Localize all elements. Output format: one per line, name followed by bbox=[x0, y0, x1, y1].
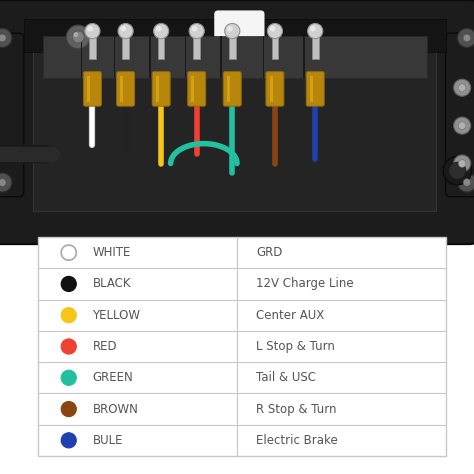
Circle shape bbox=[267, 23, 283, 39]
Circle shape bbox=[0, 179, 6, 186]
FancyBboxPatch shape bbox=[0, 33, 24, 197]
Text: L Stop & Turn: L Stop & Turn bbox=[256, 340, 335, 353]
Circle shape bbox=[87, 26, 93, 31]
FancyBboxPatch shape bbox=[0, 0, 474, 244]
Circle shape bbox=[310, 26, 316, 31]
Bar bbox=[270, 76, 273, 102]
Bar bbox=[312, 33, 319, 60]
Bar bbox=[89, 33, 96, 60]
Circle shape bbox=[61, 308, 76, 323]
Circle shape bbox=[308, 23, 323, 39]
FancyBboxPatch shape bbox=[306, 72, 324, 106]
Circle shape bbox=[61, 370, 76, 385]
Circle shape bbox=[457, 28, 474, 47]
Bar bbox=[185, 36, 186, 78]
Circle shape bbox=[85, 23, 100, 39]
FancyBboxPatch shape bbox=[266, 72, 284, 106]
Bar bbox=[156, 76, 159, 102]
Circle shape bbox=[61, 401, 76, 417]
Bar bbox=[33, 28, 436, 211]
Text: YELLOW: YELLOW bbox=[92, 309, 140, 322]
Bar bbox=[149, 36, 151, 78]
Circle shape bbox=[61, 433, 76, 448]
Text: GREEN: GREEN bbox=[92, 371, 133, 384]
Text: BROWN: BROWN bbox=[92, 402, 138, 416]
Circle shape bbox=[457, 173, 474, 192]
Circle shape bbox=[449, 162, 466, 179]
Text: BULE: BULE bbox=[92, 434, 123, 447]
Bar bbox=[227, 76, 230, 102]
Text: Center AUX: Center AUX bbox=[256, 309, 324, 322]
Bar bbox=[191, 76, 194, 102]
Circle shape bbox=[120, 26, 126, 31]
Bar bbox=[87, 76, 90, 102]
Circle shape bbox=[154, 23, 169, 39]
Text: R Stop & Turn: R Stop & Turn bbox=[256, 402, 337, 416]
Circle shape bbox=[458, 122, 466, 129]
FancyBboxPatch shape bbox=[152, 72, 170, 106]
Circle shape bbox=[72, 31, 84, 43]
Bar bbox=[114, 36, 115, 78]
Bar bbox=[0, 0, 474, 225]
Circle shape bbox=[225, 23, 240, 39]
Bar bbox=[43, 36, 427, 78]
Bar bbox=[122, 33, 129, 60]
Circle shape bbox=[73, 32, 78, 37]
Bar bbox=[220, 36, 222, 78]
Text: GRD: GRD bbox=[256, 246, 283, 259]
Text: RED: RED bbox=[92, 340, 117, 353]
Circle shape bbox=[61, 276, 76, 292]
Circle shape bbox=[0, 28, 12, 47]
Circle shape bbox=[0, 173, 12, 192]
FancyBboxPatch shape bbox=[117, 72, 135, 106]
Circle shape bbox=[189, 23, 204, 39]
Bar bbox=[81, 36, 82, 78]
Circle shape bbox=[458, 160, 466, 167]
Circle shape bbox=[443, 156, 472, 185]
FancyBboxPatch shape bbox=[214, 10, 264, 46]
Circle shape bbox=[463, 179, 471, 186]
Bar bbox=[303, 36, 305, 78]
Circle shape bbox=[270, 26, 275, 31]
Circle shape bbox=[463, 34, 471, 42]
Bar bbox=[263, 36, 264, 78]
Circle shape bbox=[458, 84, 466, 91]
FancyBboxPatch shape bbox=[188, 72, 206, 106]
FancyBboxPatch shape bbox=[83, 72, 101, 106]
Text: WHITE: WHITE bbox=[92, 246, 131, 259]
FancyBboxPatch shape bbox=[223, 72, 241, 106]
Text: Electric Brake: Electric Brake bbox=[256, 434, 337, 447]
Bar bbox=[310, 76, 313, 102]
Bar bbox=[229, 33, 236, 60]
Text: BLACK: BLACK bbox=[92, 277, 131, 291]
Circle shape bbox=[0, 34, 6, 42]
FancyBboxPatch shape bbox=[446, 33, 474, 197]
Bar bbox=[193, 33, 200, 60]
Text: 12V Charge Line: 12V Charge Line bbox=[256, 277, 354, 291]
Circle shape bbox=[118, 23, 133, 39]
Bar bbox=[158, 33, 164, 60]
Circle shape bbox=[156, 26, 162, 31]
Bar bbox=[38, 237, 446, 456]
Bar bbox=[24, 19, 446, 52]
Circle shape bbox=[61, 245, 76, 260]
Bar bbox=[272, 33, 278, 60]
Circle shape bbox=[454, 155, 471, 172]
Bar bbox=[120, 76, 123, 102]
Text: Tail & USC: Tail & USC bbox=[256, 371, 316, 384]
Circle shape bbox=[227, 26, 233, 31]
Circle shape bbox=[191, 26, 197, 31]
Circle shape bbox=[66, 25, 90, 49]
Circle shape bbox=[454, 117, 471, 134]
Circle shape bbox=[454, 79, 471, 96]
Circle shape bbox=[61, 339, 76, 354]
